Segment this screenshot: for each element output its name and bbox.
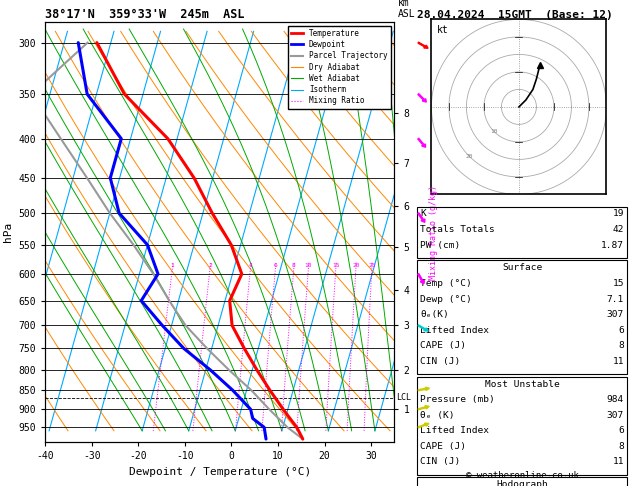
Text: Lifted Index: Lifted Index: [420, 426, 489, 435]
Text: 6: 6: [618, 326, 624, 335]
Text: 4: 4: [248, 263, 252, 268]
Text: CIN (J): CIN (J): [420, 457, 460, 467]
Text: Most Unstable: Most Unstable: [485, 380, 559, 389]
Text: 15: 15: [613, 279, 624, 288]
Text: 28.04.2024  15GMT  (Base: 12): 28.04.2024 15GMT (Base: 12): [417, 10, 613, 20]
Text: CIN (J): CIN (J): [420, 357, 460, 366]
Text: θₑ(K): θₑ(K): [420, 310, 449, 319]
Text: 8: 8: [292, 263, 296, 268]
Text: 8: 8: [618, 341, 624, 350]
Text: 2: 2: [208, 263, 212, 268]
Text: 20: 20: [465, 154, 473, 159]
Text: 20: 20: [352, 263, 360, 268]
Text: 1: 1: [170, 263, 174, 268]
Legend: Temperature, Dewpoint, Parcel Trajectory, Dry Adiabat, Wet Adiabat, Isotherm, Mi: Temperature, Dewpoint, Parcel Trajectory…: [288, 26, 391, 108]
Text: © weatheronline.co.uk: © weatheronline.co.uk: [465, 471, 579, 480]
Text: 11: 11: [613, 357, 624, 366]
Text: 307: 307: [607, 411, 624, 420]
Text: PW (cm): PW (cm): [420, 241, 460, 250]
Y-axis label: hPa: hPa: [3, 222, 13, 242]
Text: 984: 984: [607, 395, 624, 404]
Text: 6: 6: [274, 263, 277, 268]
Text: Surface: Surface: [502, 263, 542, 273]
Text: 11: 11: [613, 457, 624, 467]
Text: 1.87: 1.87: [601, 241, 624, 250]
Text: kt: kt: [437, 25, 448, 35]
Text: 10: 10: [491, 129, 498, 134]
Text: 307: 307: [607, 310, 624, 319]
Text: 10: 10: [304, 263, 312, 268]
Text: 19: 19: [613, 209, 624, 219]
Text: LCL: LCL: [396, 394, 411, 402]
Text: 8: 8: [618, 442, 624, 451]
Text: Hodograph: Hodograph: [496, 480, 548, 486]
Text: Pressure (mb): Pressure (mb): [420, 395, 495, 404]
Text: CAPE (J): CAPE (J): [420, 341, 466, 350]
Text: km
ASL: km ASL: [398, 0, 415, 19]
Text: 6: 6: [618, 426, 624, 435]
Text: CAPE (J): CAPE (J): [420, 442, 466, 451]
Text: Temp (°C): Temp (°C): [420, 279, 472, 288]
Text: Mixing Ratio (g/kg): Mixing Ratio (g/kg): [429, 185, 438, 279]
Text: K: K: [420, 209, 426, 219]
Text: 15: 15: [332, 263, 340, 268]
Text: θₑ (K): θₑ (K): [420, 411, 455, 420]
Text: Totals Totals: Totals Totals: [420, 225, 495, 234]
Text: Lifted Index: Lifted Index: [420, 326, 489, 335]
Text: 38°17'N  359°33'W  245m  ASL: 38°17'N 359°33'W 245m ASL: [45, 8, 245, 21]
Text: 7.1: 7.1: [607, 295, 624, 304]
Text: Dewp (°C): Dewp (°C): [420, 295, 472, 304]
Text: 42: 42: [613, 225, 624, 234]
X-axis label: Dewpoint / Temperature (°C): Dewpoint / Temperature (°C): [129, 467, 311, 477]
Text: 25: 25: [368, 263, 376, 268]
